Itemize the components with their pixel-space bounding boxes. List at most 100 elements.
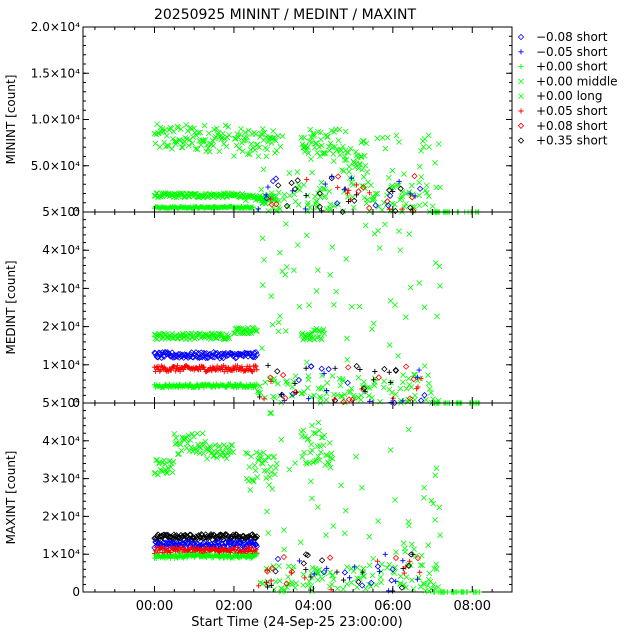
- data-point: [308, 587, 314, 593]
- data-point: [290, 267, 297, 274]
- data-point: [321, 330, 328, 337]
- data-point: [242, 449, 249, 456]
- data-point: [284, 378, 290, 385]
- data-point: [348, 303, 355, 310]
- data-point: [177, 441, 184, 448]
- data-point: [332, 365, 338, 371]
- data-point: [299, 390, 306, 397]
- data-point: [334, 146, 341, 153]
- data-point: [373, 581, 380, 588]
- data-point: [353, 192, 360, 198]
- data-point: [254, 327, 260, 334]
- data-point: [229, 442, 236, 448]
- data-point: [253, 351, 261, 359]
- data-point: [421, 581, 428, 588]
- data-point: [188, 538, 195, 546]
- data-point: [345, 364, 352, 371]
- data-point: [199, 430, 206, 437]
- data-point: [195, 129, 202, 136]
- data-point: [271, 378, 278, 385]
- data-point: [407, 191, 413, 197]
- data-point: [268, 194, 275, 201]
- data-point: [263, 134, 270, 141]
- data-point: [213, 449, 219, 456]
- data-point: [247, 146, 254, 153]
- data-point: [344, 581, 350, 587]
- data-point: [231, 330, 237, 337]
- data-point: [351, 197, 358, 204]
- data-point: [403, 200, 409, 207]
- data-point: [360, 385, 368, 392]
- data-point: [163, 350, 171, 357]
- data-point: [264, 568, 271, 575]
- data-point: [353, 453, 360, 460]
- data-point: [236, 145, 243, 152]
- y-tick-label: 0: [72, 396, 80, 410]
- data-point: [314, 577, 321, 583]
- data-point: [408, 384, 415, 390]
- data-point: [237, 131, 243, 138]
- data-point: [402, 314, 409, 321]
- data-point: [168, 464, 174, 471]
- data-point: [386, 588, 392, 594]
- data-point: [356, 575, 363, 582]
- data-point: [346, 187, 352, 193]
- x-tick-label: 04:00: [295, 599, 332, 614]
- data-point: [268, 582, 274, 588]
- legend-item: +0.00 long: [518, 89, 603, 103]
- data-point: [309, 574, 315, 581]
- data-point: [297, 539, 304, 546]
- data-point: [225, 123, 232, 130]
- data-point: [167, 549, 173, 555]
- data-point: [355, 374, 362, 381]
- data-point: [322, 150, 329, 156]
- data-point: [414, 374, 420, 380]
- data-point: [360, 565, 367, 572]
- legend-item: +0.08 short: [517, 119, 608, 133]
- data-point: [184, 128, 191, 134]
- data-point: [387, 298, 394, 304]
- y-tick-label: 5×10⁴: [42, 205, 80, 219]
- data-point: [161, 461, 168, 468]
- data-point: [331, 396, 337, 402]
- data-series: [151, 410, 482, 595]
- data-point: [436, 504, 443, 511]
- data-point: [183, 121, 189, 128]
- data-point: [190, 433, 197, 440]
- data-point: [278, 436, 285, 443]
- data-point: [453, 589, 459, 595]
- data-point: [310, 327, 317, 334]
- data-point: [265, 454, 272, 461]
- data-point: [185, 538, 193, 545]
- data-series: [151, 220, 482, 407]
- data-point: [209, 368, 215, 374]
- data-point: [249, 204, 255, 211]
- data-point: [182, 552, 188, 558]
- data-point: [257, 383, 263, 390]
- data-point: [422, 587, 429, 594]
- data-point: [458, 589, 465, 595]
- data-point: [392, 564, 398, 571]
- data-point: [280, 553, 288, 561]
- data-point: [244, 134, 250, 141]
- data-point: [179, 352, 186, 359]
- data-point: [259, 235, 266, 242]
- data-point: [431, 565, 438, 572]
- data-point: [340, 168, 347, 174]
- data-point: [272, 465, 279, 471]
- data-point: [393, 182, 400, 189]
- data-point: [366, 392, 372, 399]
- data-point: [182, 134, 189, 141]
- data-point: [296, 303, 303, 310]
- data-point: [269, 321, 276, 328]
- data-point: [340, 586, 347, 592]
- data-point: [432, 589, 438, 595]
- data-point: [275, 189, 282, 196]
- data-point: [428, 497, 435, 504]
- data-point: [259, 131, 265, 138]
- data-point: [197, 129, 204, 136]
- data-point: [155, 460, 162, 467]
- data-point: [206, 335, 212, 341]
- data-point: [442, 589, 448, 595]
- data-point: [425, 132, 432, 139]
